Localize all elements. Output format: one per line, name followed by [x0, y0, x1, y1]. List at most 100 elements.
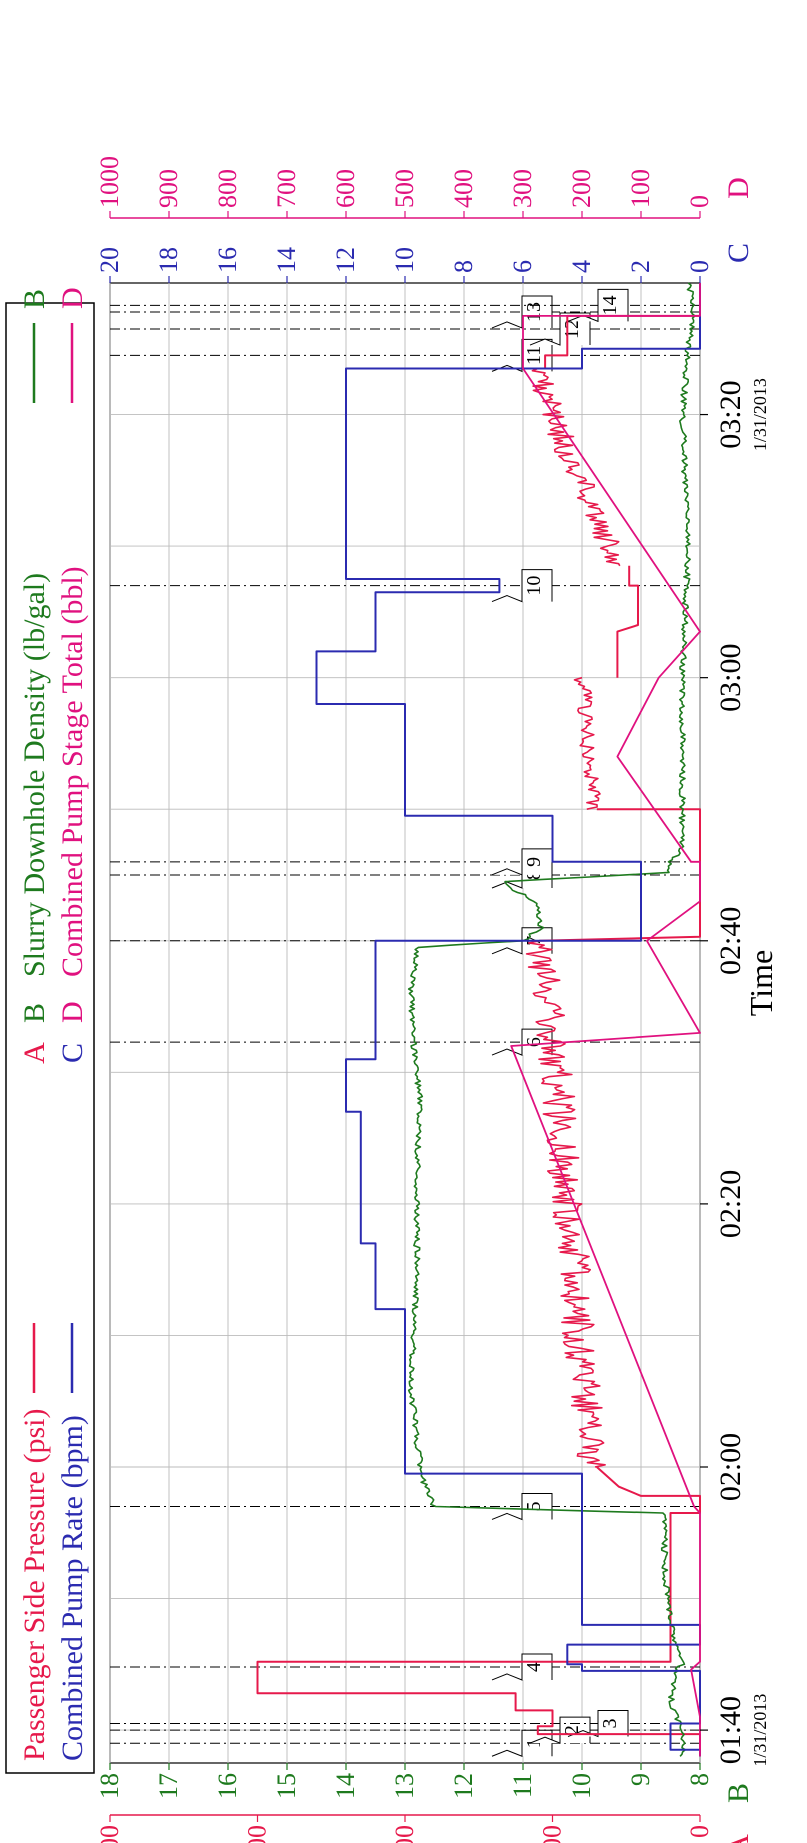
- event-label: 2: [561, 1725, 583, 1735]
- axis-tick-label-D: 700: [272, 169, 301, 208]
- x-tick-label: 02:40: [714, 907, 747, 975]
- axis-tick-label-C: 14: [272, 247, 301, 273]
- event-flag-13: 13: [491, 295, 553, 329]
- axis-tick-label-B: 8: [685, 1773, 714, 1786]
- axis-tick-label-B: 15: [272, 1773, 301, 1799]
- event-flag-shape: [567, 1710, 629, 1738]
- event-label: 10: [523, 576, 545, 596]
- legend-item-A: Passenger Side Pressure (psi) A: [18, 1042, 51, 1761]
- legend-box: [5, 302, 95, 1774]
- event-label: 1: [523, 1738, 545, 1748]
- axis-tick-label-D: 1000: [95, 156, 124, 208]
- event-flag-3: 3: [567, 1710, 629, 1738]
- legend-label: Slurry Downhole Density (lb/gal): [18, 573, 51, 977]
- event-flag-shape: [491, 1653, 553, 1681]
- axes: 01000200030004000A89101112131415161718B0…: [95, 156, 755, 1843]
- x-axis-label: Time: [743, 950, 779, 1016]
- event-flag-4: 4: [491, 1653, 553, 1681]
- axis-tick-label-A: 3000: [243, 1825, 272, 1843]
- axis-tick-label-B: 18: [95, 1773, 124, 1799]
- axis-tick-label-A: 2000: [390, 1825, 419, 1843]
- series-line-A: [525, 940, 606, 1468]
- grid: [109, 283, 701, 1763]
- axis-tick-label-C: 4: [567, 260, 596, 273]
- legend-item-C: Combined Pump Rate (bpm) C: [56, 1043, 89, 1761]
- legend-letter: D: [56, 287, 89, 309]
- x-tick-label: 01:40: [714, 1696, 747, 1764]
- axis-tick-label-A: 4000: [95, 1825, 124, 1843]
- axis-tick-label-B: 17: [154, 1773, 183, 1799]
- x-tick-label: 02:20: [714, 1170, 747, 1238]
- x-tick-label: 03:20: [714, 380, 747, 448]
- axis-C: 0 2 4 6 8 10 12 14 16 18 20 C: [95, 243, 755, 283]
- legend: Passenger Side Pressure (psi)A B Slurry Do…: [18, 287, 89, 1761]
- axis-tick-label-B: 9: [626, 1773, 655, 1786]
- series: [256, 282, 701, 1757]
- axis-A: 0 1000 2000 3000 4000 A: [95, 1814, 755, 1843]
- axis-letter-A: A: [722, 1834, 755, 1843]
- axis-tick-label-B: 10: [567, 1773, 596, 1799]
- event-label: 9: [523, 857, 545, 867]
- series-line-A: [531, 367, 621, 567]
- event-label: 8: [523, 870, 545, 880]
- event-flag-shape: [491, 295, 553, 329]
- axis-tick-label-D: 200: [567, 169, 596, 208]
- x-tick-label: 03:00: [714, 643, 747, 711]
- event-flag-9: 9: [491, 848, 553, 876]
- series-line-C: [315, 283, 701, 1757]
- axis-tick-label-C: 2: [626, 260, 655, 273]
- event-flag-5: 5: [491, 1492, 553, 1521]
- axis-tick-label-A: 0: [685, 1825, 714, 1838]
- axis-letter-C: C: [722, 243, 755, 263]
- x-tick-date: 1/31/2013: [750, 378, 770, 451]
- x-tick-date: 1/31/2013: [750, 1694, 770, 1767]
- event-label: 12: [561, 319, 583, 339]
- event-flag-10: 10: [491, 569, 553, 603]
- axis-tick-label-C: 12: [331, 247, 360, 273]
- axis-D: 0 100 200 300 400 500 600 700 800 900 1000 D: [95, 156, 755, 219]
- axis-tick-label-C: 0: [685, 260, 714, 273]
- event-label: 5: [523, 1501, 545, 1511]
- axis-letter-B: B: [722, 1783, 755, 1803]
- axis-tick-label-D: 100: [626, 169, 655, 208]
- axis-tick-label-B: 12: [449, 1773, 478, 1799]
- axis-tick-label-D: 800: [213, 169, 242, 208]
- legend-item-B: B Slurry Downhole Density (lb/gal) B: [18, 289, 51, 1023]
- legend-item-D: D Combined Pump Stage Total (bbl) D: [56, 287, 89, 1023]
- series-line-A: [256, 1466, 701, 1757]
- axis-tick-label-C: 10: [390, 247, 419, 273]
- event-flag-shape: [491, 569, 553, 603]
- axis-tick-label-B: 14: [331, 1773, 360, 1799]
- axis-tick-label-D: 300: [508, 169, 537, 208]
- axis-tick-label-B: 13: [390, 1773, 419, 1799]
- axis-tick-label-B: 16: [213, 1773, 242, 1799]
- event-label: 11: [523, 346, 545, 365]
- x-tick-label: 02:00: [714, 1433, 747, 1501]
- axis-tick-label-D: 500: [390, 169, 419, 208]
- legend-label: Combined Pump Stage Total (bbl): [56, 566, 89, 977]
- event-label: 6: [523, 1037, 545, 1047]
- axis-tick-label-C: 18: [154, 247, 183, 273]
- axis-tick-label-D: 600: [331, 169, 360, 208]
- legend-letter: B: [18, 289, 51, 309]
- event-flag-shape: [491, 1492, 553, 1521]
- axis-tick-label-D: 900: [154, 169, 183, 208]
- axis-tick-label-C: 8: [449, 260, 478, 273]
- series-line-A: [573, 676, 601, 810]
- axis-tick-label-C: 6: [508, 260, 537, 273]
- event-label: 4: [523, 1662, 545, 1672]
- axis-tick-label-A: 1000: [538, 1825, 567, 1843]
- event-label: 14: [599, 295, 621, 315]
- event-label: 13: [523, 302, 545, 322]
- axis-letter-D: D: [722, 177, 755, 199]
- axis-tick-label-C: 20: [95, 247, 124, 273]
- event-label: 3: [599, 1719, 621, 1729]
- axis-tick-label-B: 11: [508, 1773, 537, 1798]
- axis-tick-label-C: 16: [213, 247, 242, 273]
- series-line-A: [616, 565, 639, 678]
- axis-tick-label-D: 400: [449, 169, 478, 208]
- legend-letter: D: [56, 1001, 89, 1023]
